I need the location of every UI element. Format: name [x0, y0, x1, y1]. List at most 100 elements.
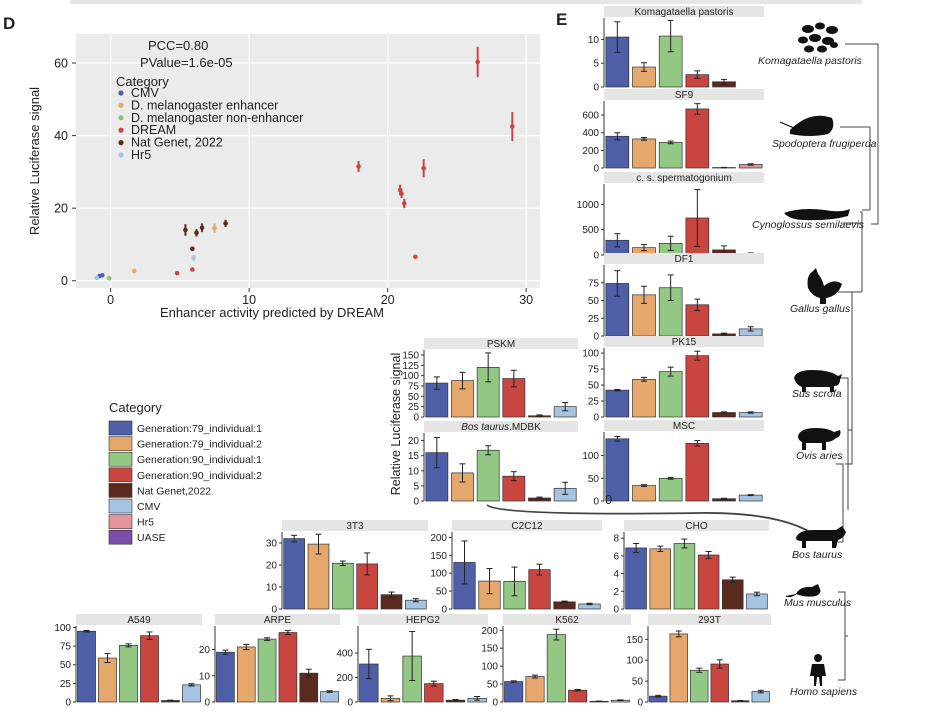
category-legend-label: UASE — [137, 532, 166, 544]
scatter-plot: 0 10 20 30 0 20 40 60 Enhancer activity predicte… — [27, 34, 540, 320]
bar — [332, 562, 354, 610]
facet-y-tick-label: 5 — [593, 59, 599, 70]
facet-header — [604, 89, 764, 100]
category-legend-swatch — [108, 483, 133, 498]
x-tick-label: 20 — [381, 293, 395, 307]
category-legend-swatch — [108, 529, 133, 545]
data-point — [100, 273, 105, 278]
facet-title: ARPE — [264, 615, 292, 626]
species-label-gallus: Gallus gallus — [790, 303, 851, 315]
bar — [632, 378, 656, 418]
data-point — [191, 255, 197, 261]
facet-header — [604, 336, 764, 347]
facet-y-tick-label: 10 — [588, 35, 600, 46]
facet-y-tick-label: 10 — [408, 466, 420, 477]
category-legend-swatch — [108, 514, 133, 529]
facet-y-tick-label: 100 — [430, 569, 447, 580]
x-tick-label: 0 — [107, 293, 114, 307]
y-tick-label: 40 — [54, 129, 68, 143]
y-tick-label: 60 — [54, 57, 68, 71]
facet-y-tick-label: 50 — [588, 296, 600, 307]
facet-header — [604, 172, 764, 183]
facet-header — [76, 614, 202, 625]
data-point — [174, 270, 180, 276]
species-label-spodoptera: Spodoptera frugiperda — [772, 138, 877, 150]
scatter-legend-key — [118, 102, 124, 108]
data-point — [131, 268, 137, 274]
scatter-legend-label: D. melanogaster non-enhancer — [131, 111, 303, 125]
facet-y-tick-label: 0 — [593, 164, 599, 175]
facet-y-tick-label: 50 — [408, 392, 420, 403]
facet-y-tick-label: 0 — [593, 413, 599, 424]
scatter-legend-label: Nat Genet, 2022 — [131, 136, 223, 150]
bar — [632, 485, 656, 502]
facet-y-tick-label: 30 — [266, 539, 278, 550]
facet-y-tick-label: 75 — [588, 278, 600, 289]
facet-header — [624, 520, 769, 531]
x-tick-label: 30 — [519, 293, 533, 307]
facet-title-rest: .MDBK — [509, 422, 541, 433]
category-legend-label: Generation:79_individual:2 — [137, 439, 262, 451]
yeast-icon — [798, 22, 838, 53]
bar — [625, 547, 647, 610]
facet-y-tick-label: 200 — [430, 533, 447, 544]
data-point — [223, 221, 228, 226]
facet-y-tick-label: 25 — [60, 679, 72, 690]
bar-facet: Bos taurus.MDBK 0 5 10 15 20 — [408, 421, 578, 508]
facet-y-tick-label: 25 — [588, 397, 600, 408]
bar-facet: K562 0 50 100 150 200 — [481, 614, 631, 709]
chicken-icon — [807, 268, 842, 304]
facet-y-tick-label: 0 — [413, 413, 419, 424]
facet-y-tick-label: 200 — [336, 673, 353, 684]
cow-icon — [796, 526, 846, 548]
scatter-legend-key — [118, 140, 124, 146]
category-legend-label: Generation:90_individual:1 — [137, 454, 262, 466]
facet-header — [604, 6, 764, 17]
bar-y-axis-title: Relative Luciferase signal — [389, 353, 403, 495]
facet-title: 293T — [698, 615, 721, 626]
data-point — [106, 275, 112, 281]
bar-facet: SF9 0 200 400 600 — [582, 89, 764, 175]
facet-y-tick-label: 5 — [413, 481, 419, 492]
scatter-legend-label: D. melanogaster enhancer — [131, 98, 278, 112]
bar — [236, 646, 256, 703]
panel-d-letter: D — [3, 14, 15, 33]
facet-y-tick-label: 200 — [582, 146, 599, 157]
bar — [649, 548, 671, 610]
facet-title: 3T3 — [346, 521, 364, 532]
data-point — [212, 225, 217, 231]
data-point — [183, 227, 188, 233]
species-label-homo: Homo sapiens — [790, 686, 858, 698]
data-point — [401, 201, 407, 206]
facet-y-tick-label: 8 — [613, 534, 619, 545]
species-label-bos: Bos taurus — [792, 549, 843, 561]
facet-y-tick-label: 20 — [266, 561, 278, 572]
bar — [685, 108, 710, 169]
facet-title: Bos taurus.MDBK — [461, 422, 541, 433]
facet-title: A549 — [127, 615, 151, 626]
data-point — [421, 165, 426, 171]
facet-y-tick-label: 75 — [588, 365, 600, 376]
facet-header — [604, 420, 764, 431]
facet-y-tick-label: 25 — [588, 314, 600, 325]
category-legend-title: Category — [109, 400, 162, 415]
mouse-icon — [785, 584, 821, 598]
facet-y-tick-label: 200 — [481, 626, 498, 637]
bar — [98, 657, 117, 703]
facet-y-tick-label: 100 — [626, 656, 643, 667]
bar — [568, 689, 588, 703]
scatter-legend-label: DREAM — [131, 123, 176, 137]
bar-facet: CHO 0 2 4 6 8 — [613, 520, 769, 616]
bar — [658, 142, 683, 169]
facet-title: C2C12 — [511, 521, 543, 532]
data-point — [509, 124, 515, 129]
scatter-legend-key — [118, 127, 124, 133]
species-label-cynoglossus: Cynoglossus semilaevis — [752, 219, 865, 231]
facet-title: c. s. spermatogonium — [636, 173, 732, 184]
facet-header — [503, 614, 631, 625]
facet-y-tick-label: 50 — [436, 587, 448, 598]
facet-y-tick-label: 0 — [413, 497, 419, 508]
bar — [140, 635, 159, 703]
facet-y-tick-label: 6 — [613, 551, 619, 562]
